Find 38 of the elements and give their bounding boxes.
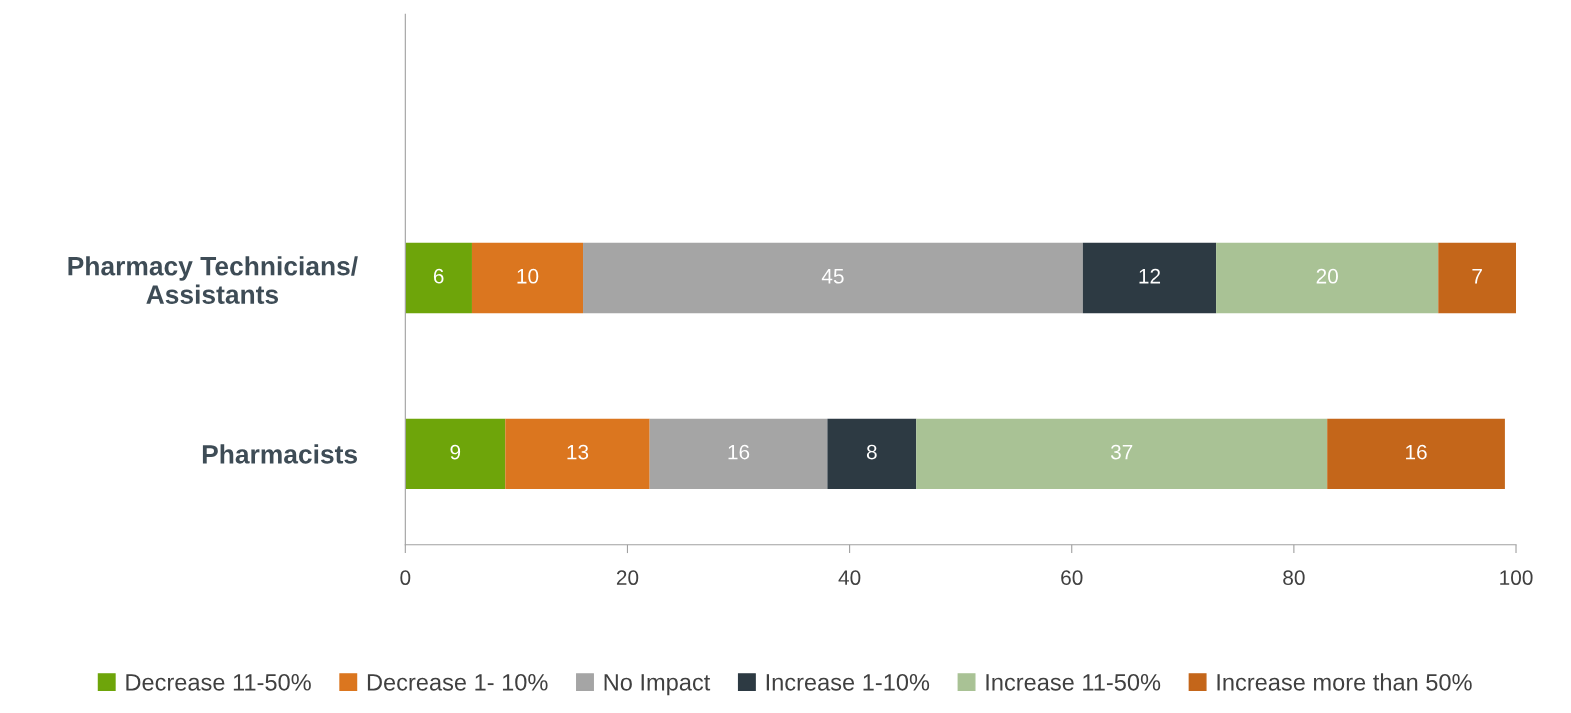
y-tick-label: Pharmacy Technicians/ Assistants bbox=[68, 256, 358, 304]
x-tick-label: 40 bbox=[838, 570, 861, 586]
bar bbox=[405, 242, 472, 314]
legend-label: Decrease 1- 10% bbox=[367, 673, 548, 691]
data-label: 9 bbox=[450, 444, 461, 460]
x-tick-label: 20 bbox=[616, 570, 639, 586]
legend-label: Increase 1-10% bbox=[766, 673, 930, 691]
legend-label: Decrease 11-50% bbox=[126, 673, 311, 691]
x-tick-label: 0 bbox=[400, 570, 411, 586]
x-tick-label: 100 bbox=[1500, 570, 1533, 586]
legend-label: No Impact bbox=[604, 674, 711, 696]
bar bbox=[1327, 418, 1505, 489]
legend-label: Increase 11-50% bbox=[986, 673, 1161, 691]
bar bbox=[471, 242, 584, 314]
data-label: 10 bbox=[517, 268, 539, 284]
legend-label: Increase more than 50% bbox=[1217, 673, 1472, 691]
bar bbox=[649, 418, 828, 489]
data-label: 16 bbox=[1406, 444, 1427, 460]
data-label: 7 bbox=[1472, 269, 1482, 284]
bar bbox=[1082, 242, 1217, 314]
data-label: 37 bbox=[1110, 444, 1133, 460]
data-label: 6 bbox=[433, 268, 444, 284]
x-tick-label: 80 bbox=[1283, 570, 1305, 586]
data-label: 16 bbox=[728, 444, 750, 460]
y-tick-label: Pharmacists bbox=[202, 444, 358, 464]
bar bbox=[505, 418, 650, 489]
data-label: 20 bbox=[1316, 268, 1338, 284]
data-label: 13 bbox=[567, 444, 589, 460]
data-label: 45 bbox=[821, 269, 844, 284]
bar bbox=[916, 418, 1328, 489]
bar bbox=[827, 418, 917, 489]
bar bbox=[583, 242, 1083, 314]
data-label: 12 bbox=[1139, 268, 1161, 284]
data-label: 8 bbox=[866, 444, 877, 460]
bar bbox=[405, 418, 506, 489]
bar bbox=[1216, 242, 1439, 314]
bar bbox=[1438, 242, 1517, 314]
x-tick-label: 60 bbox=[1061, 570, 1083, 586]
